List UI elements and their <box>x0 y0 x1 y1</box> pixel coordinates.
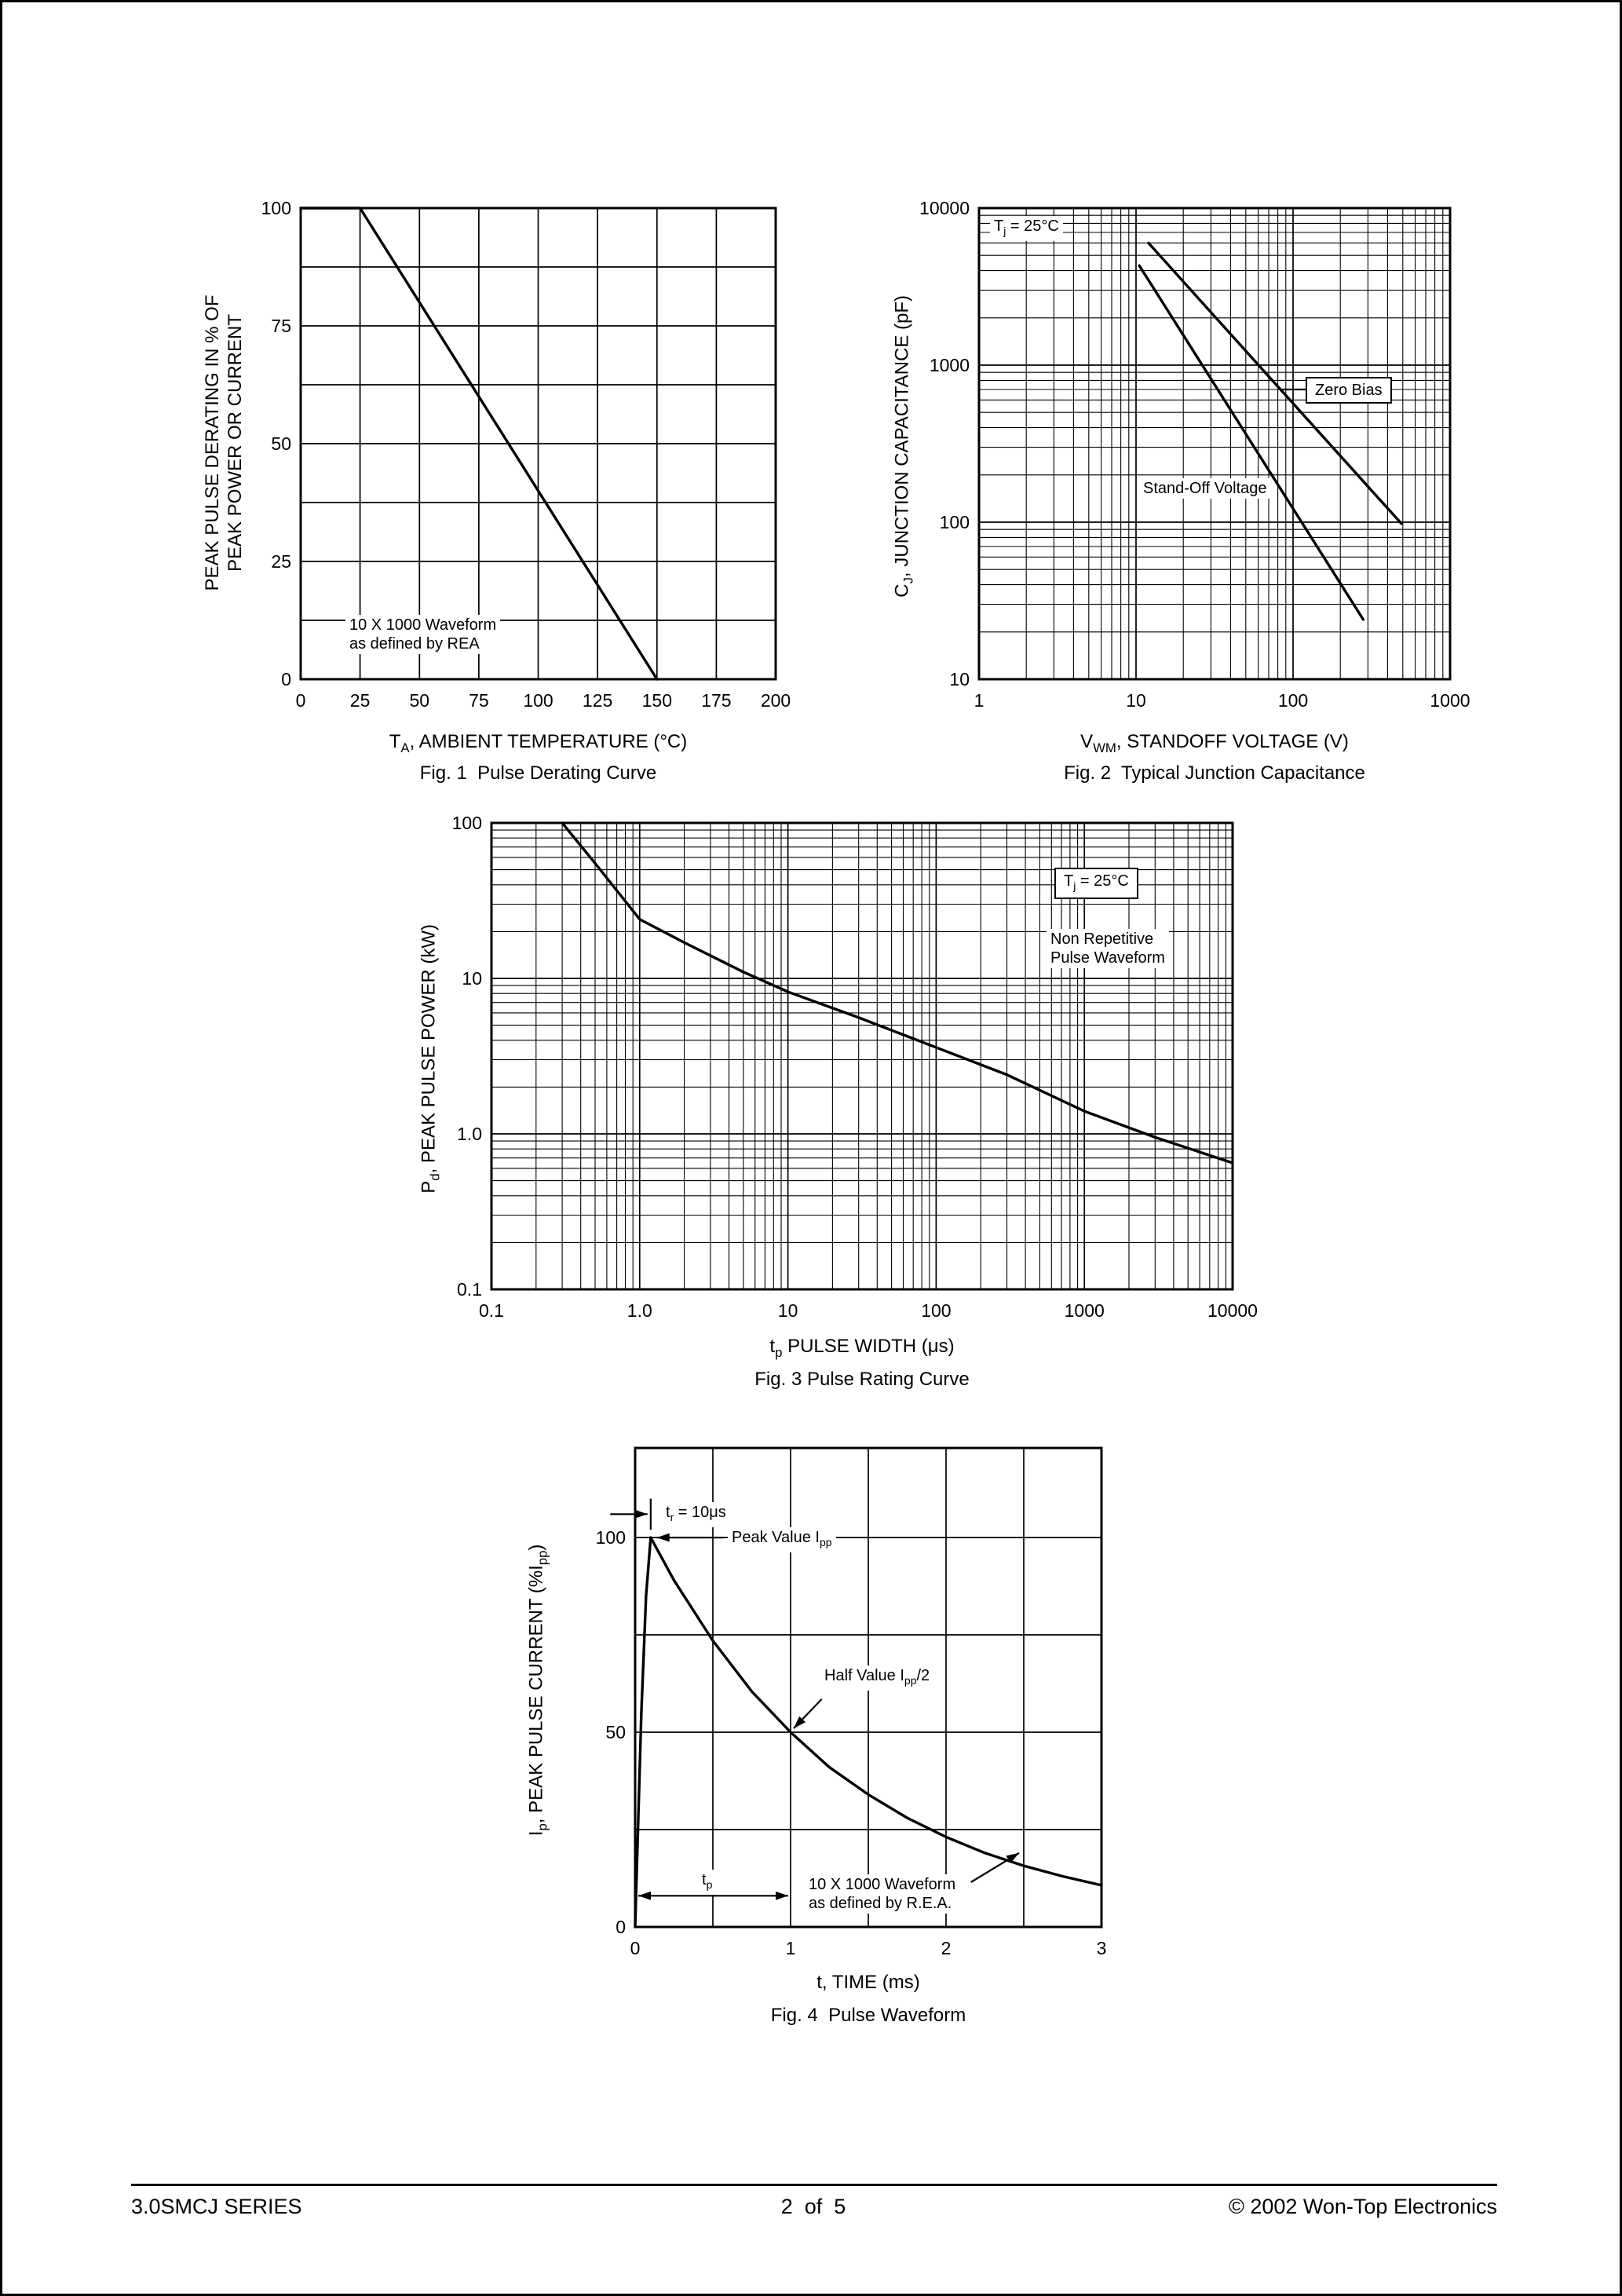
fig1-y-axis-label-line1: PEAK PULSE DERATING IN % OF <box>202 294 223 591</box>
fig1-plot: 0 25 50 75 100 125 150 175 200 0 25 50 75 100 <box>261 198 791 711</box>
fig4-rise-time-label: tr = 10μs <box>662 1502 730 1527</box>
fig1-y-axis-label-line2: PEAK POWER OR CURRENT <box>225 313 246 572</box>
fig3-y-axis-label: Pd, PEAK PULSE POWER (kW) <box>418 924 443 1194</box>
fig4-y-axis-label: Ip, PEAK PULSE CURRENT (%Ipp) <box>525 1544 550 1837</box>
svg-text:10: 10 <box>462 968 482 989</box>
svg-text:50: 50 <box>271 433 291 454</box>
fig3-x-axis-label: tp PULSE WIDTH (μs) <box>769 1336 955 1360</box>
svg-text:100: 100 <box>523 690 553 711</box>
svg-text:0.1: 0.1 <box>479 1300 504 1321</box>
svg-text:1000: 1000 <box>930 355 970 375</box>
svg-text:3: 3 <box>1097 1938 1107 1958</box>
svg-text:0: 0 <box>616 1917 626 1937</box>
svg-text:175: 175 <box>701 690 731 711</box>
svg-text:100: 100 <box>940 512 970 532</box>
svg-text:0: 0 <box>296 690 306 711</box>
fig4-waveform-note-line1: 10 X 1000 Waveform <box>809 1876 956 1893</box>
svg-text:1.0: 1.0 <box>627 1300 652 1321</box>
svg-text:100: 100 <box>452 813 482 833</box>
svg-text:100: 100 <box>261 198 291 218</box>
svg-text:0: 0 <box>281 669 291 689</box>
svg-text:25: 25 <box>350 690 371 711</box>
fig1-caption: Fig. 1 Pulse Derating Curve <box>419 762 657 784</box>
svg-text:1: 1 <box>974 690 985 711</box>
fig2-caption: Fig. 2 Typical Junction Capacitance <box>1064 762 1365 784</box>
fig4-caption: Fig. 4 Pulse Waveform <box>770 2005 966 2026</box>
footer-divider <box>131 2184 1497 2186</box>
svg-text:10: 10 <box>1126 690 1146 711</box>
fig4-waveform-note-line2: as defined by R.E.A. <box>809 1895 952 1912</box>
svg-text:150: 150 <box>642 690 672 711</box>
svg-text:0: 0 <box>630 1938 641 1958</box>
svg-text:2: 2 <box>941 1938 952 1958</box>
fig1-waveform-note: 10 X 1000 Waveform as defined by REA <box>345 615 501 654</box>
footer-page-number: 2 of 5 <box>780 2195 846 2218</box>
fig3-nonrepetitive-note: Non Repetitive Pulse Waveform <box>1047 929 1169 968</box>
fig2-zero-bias-label: Zero Bias <box>1306 377 1392 404</box>
fig4-x-axis-label: t, TIME (ms) <box>816 1972 920 1993</box>
fig3-nonrepetitive-note-line2: Pulse Waveform <box>1050 949 1165 967</box>
svg-text:75: 75 <box>469 690 489 711</box>
fig1-y-axis-label: PEAK PULSE DERATING IN % OF PEAK POWER O… <box>201 199 247 686</box>
fig1-waveform-note-line2: as defined by REA <box>349 635 480 653</box>
fig3-caption: Fig. 3 Pulse Rating Curve <box>754 1369 970 1390</box>
footer-series-name: 3.0SMCJ SERIES <box>131 2195 302 2218</box>
fig1-x-axis-label: TA, AMBIENT TEMPERATURE (°C) <box>389 731 688 755</box>
svg-text:10000: 10000 <box>919 198 970 218</box>
fig4-waveform-note: 10 X 1000 Waveform as defined by R.E.A. <box>805 1874 960 1914</box>
fig2-junction-temp-note: Tj = 25°C <box>990 216 1063 241</box>
svg-text:200: 200 <box>761 690 791 711</box>
fig4-pulse-width-label: tp <box>698 1870 717 1895</box>
svg-text:1: 1 <box>786 1938 796 1958</box>
svg-text:75: 75 <box>271 316 291 336</box>
svg-text:10: 10 <box>949 669 970 689</box>
svg-text:100: 100 <box>921 1300 951 1321</box>
footer-copyright: © 2002 Won-Top Electronics <box>1228 2195 1497 2218</box>
svg-text:50: 50 <box>410 690 430 711</box>
svg-text:50: 50 <box>605 1722 626 1742</box>
fig3-junction-temp-note: Tj = 25°C <box>1054 868 1138 899</box>
fig2-y-axis-label: CJ, JUNCTION CAPACITANCE (pF) <box>891 294 916 598</box>
fig2-x-axis-label: VWM, STANDOFF VOLTAGE (V) <box>1080 731 1349 755</box>
svg-text:1000: 1000 <box>1430 690 1470 711</box>
svg-text:10: 10 <box>778 1300 798 1321</box>
fig3-plot: 0.1 1.0 10 100 1000 10000 0.1 1.0 10 100 <box>452 813 1258 1321</box>
svg-text:25: 25 <box>271 551 291 572</box>
svg-text:1.0: 1.0 <box>457 1124 482 1144</box>
fig4-peak-value-label: Peak Value Ipp <box>728 1527 836 1552</box>
fig1-waveform-note-line1: 10 X 1000 Waveform <box>349 616 497 634</box>
fig2-standoff-voltage-label: Stand-Off Voltage <box>1139 478 1271 499</box>
svg-text:1000: 1000 <box>1065 1300 1105 1321</box>
svg-text:100: 100 <box>596 1527 626 1548</box>
svg-text:10000: 10000 <box>1207 1300 1258 1321</box>
fig4-half-value-label: Half Value Ipp/2 <box>820 1665 934 1691</box>
svg-text:100: 100 <box>1278 690 1308 711</box>
svg-text:125: 125 <box>583 690 612 711</box>
fig3-nonrepetitive-note-line1: Non Repetitive <box>1050 930 1154 948</box>
svg-text:0.1: 0.1 <box>457 1279 482 1300</box>
